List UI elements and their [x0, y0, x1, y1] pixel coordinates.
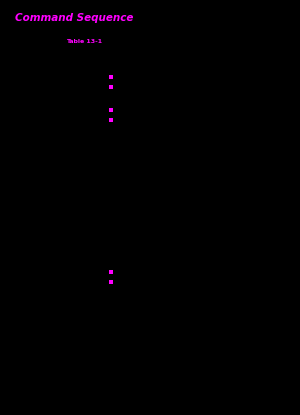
Point	[109, 269, 113, 275]
Point	[109, 107, 113, 113]
Point	[109, 279, 113, 286]
Text: Table 13-1: Table 13-1	[66, 39, 102, 44]
Point	[109, 84, 113, 90]
Point	[109, 73, 113, 80]
Point	[109, 117, 113, 124]
Text: Command Sequence: Command Sequence	[15, 13, 134, 23]
